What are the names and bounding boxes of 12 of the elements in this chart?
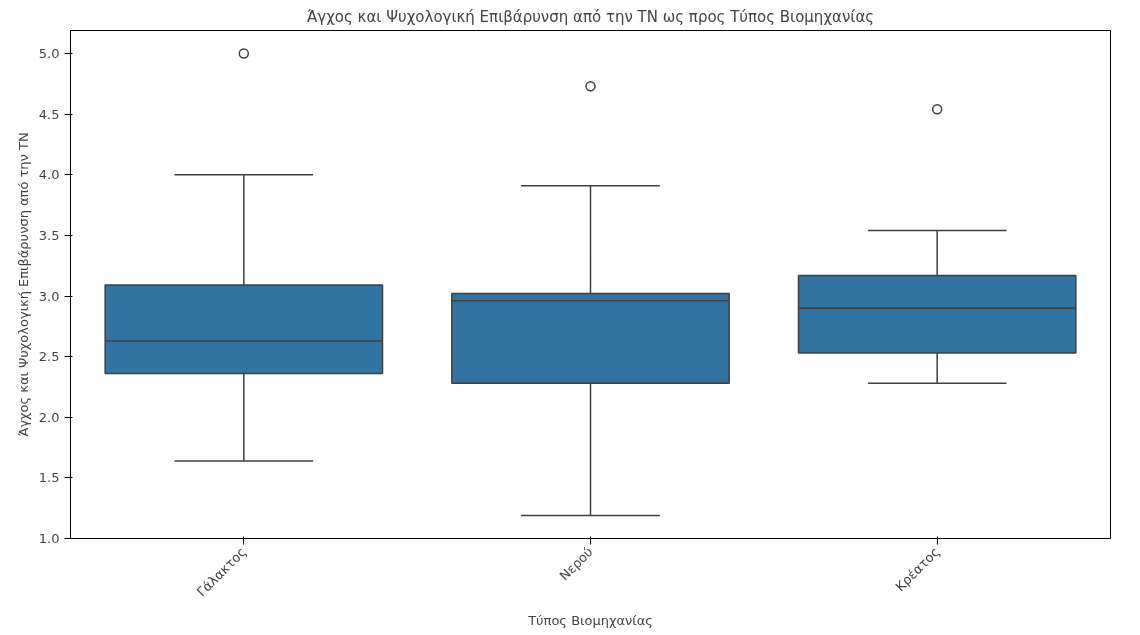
y-tick-label: 2.5 bbox=[38, 349, 60, 365]
y-tick-label: 1.0 bbox=[38, 531, 60, 546]
y-tick-label: 5.0 bbox=[38, 46, 60, 62]
chart-title: Άγχος και Ψυχολογική Επιβάρυνση από την ΤΝ ως προς Τύπος Βιομηχανίας bbox=[306, 7, 875, 26]
x-axis-title: Τύπος Βιομηχανίας bbox=[527, 612, 653, 628]
y-tick-label: 3.0 bbox=[38, 288, 60, 304]
y-tick-label: 3.5 bbox=[38, 227, 60, 243]
y-tick-label: 1.5 bbox=[38, 470, 60, 486]
y-tick-label: 2.0 bbox=[38, 409, 60, 425]
y-tick-label: 4.0 bbox=[38, 167, 60, 183]
y-tick-label: 4.5 bbox=[38, 106, 60, 122]
y-axis-title: Άγχος και Ψυχολογική Επιβάρυνση από την ΤΝ bbox=[15, 132, 31, 437]
